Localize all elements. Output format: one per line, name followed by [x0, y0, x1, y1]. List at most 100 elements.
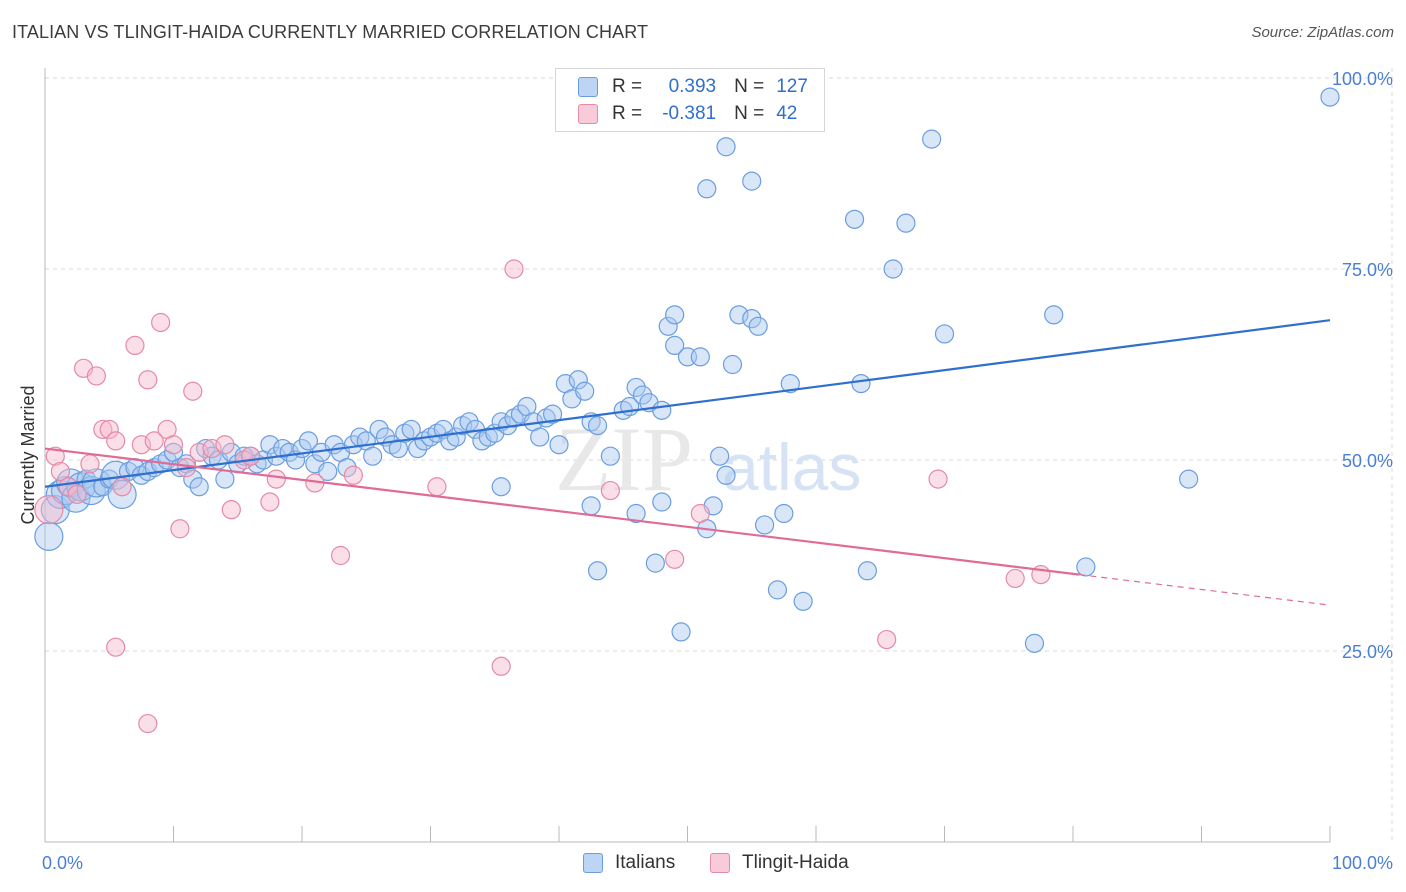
chart-title: ITALIAN VS TLINGIT-HAIDA CURRENTLY MARRI…	[12, 22, 649, 42]
tlingit-point	[106, 637, 126, 657]
tlingit-point	[131, 435, 151, 455]
tlingit-point	[138, 713, 158, 734]
italians-point	[260, 435, 280, 455]
italians-point	[363, 446, 383, 466]
italians-point	[1179, 469, 1199, 489]
axis-layer	[44, 68, 1331, 843]
italians-point	[697, 179, 717, 199]
r-label: R =	[612, 103, 643, 124]
tlingit-point	[491, 656, 511, 676]
italians-point	[857, 561, 878, 581]
italians-point	[575, 381, 595, 401]
italians-point	[748, 316, 768, 336]
italians-point	[581, 496, 601, 516]
tlingit-point	[138, 370, 158, 390]
italians-point	[542, 404, 563, 424]
y-tick-label: 100.0%	[1332, 69, 1393, 89]
tlingit-point	[202, 438, 222, 459]
series-legend: Italians Tlingit-Haida	[0, 852, 1406, 878]
legend-item-tlingit: Tlingit-Haida	[710, 852, 849, 874]
italians-point	[742, 171, 762, 191]
trend-layer	[44, 319, 1331, 606]
italians-point	[279, 442, 299, 462]
tlingit-point	[266, 469, 286, 489]
italians-point	[183, 469, 203, 489]
tlingit-point	[928, 469, 948, 489]
y-tick-label: 75.0%	[1342, 260, 1393, 280]
italians-point	[883, 259, 903, 279]
italians-point	[716, 465, 736, 485]
italians-point	[665, 335, 685, 355]
italians-point	[549, 435, 569, 455]
italians-point	[1044, 305, 1064, 325]
source-label: Source: ZipAtlas.com	[1251, 24, 1394, 41]
italians-legend-label: Italians	[615, 852, 676, 873]
tlingit-point	[600, 480, 621, 501]
tlingit-point	[343, 465, 363, 485]
italians-point	[76, 469, 96, 489]
tlingit-point	[170, 519, 190, 539]
italians-point	[716, 137, 736, 157]
tlingit-point	[151, 312, 171, 333]
italians-point	[587, 561, 608, 581]
points-layer	[34, 87, 1340, 734]
italians-point	[76, 475, 106, 506]
grid-layer	[45, 68, 1393, 842]
italians-point	[1320, 87, 1340, 107]
y-tick-label: 25.0%	[1342, 642, 1393, 662]
italians-point	[369, 419, 389, 440]
n-value: 42	[776, 103, 798, 124]
legend-row-tlingit: R = -0.381 N = 42	[578, 101, 797, 127]
italians-point	[729, 305, 749, 325]
x-tick-label: 100.0%	[1332, 853, 1393, 873]
italians-point	[626, 503, 646, 524]
italians-point	[793, 591, 813, 611]
italians-point	[780, 374, 800, 394]
italians-point	[1076, 557, 1096, 577]
italians-point	[754, 515, 775, 535]
n-value: 127	[776, 76, 808, 97]
italians-point	[491, 477, 511, 497]
italians-point	[215, 469, 235, 489]
italians-point	[298, 431, 319, 451]
italians-point	[568, 370, 588, 390]
italians-swatch	[578, 77, 598, 97]
tlingit-point	[877, 629, 897, 650]
italians-point	[318, 461, 338, 482]
italians-point	[742, 309, 762, 329]
italians-point	[665, 305, 685, 325]
tlingit-point	[260, 492, 280, 512]
tlingit-point	[34, 495, 64, 525]
y-tick-label: 50.0%	[1342, 451, 1393, 471]
tlingit-point	[427, 477, 447, 497]
n-label: N =	[734, 103, 765, 124]
italians-point	[774, 503, 794, 524]
tlingit-point	[106, 431, 126, 451]
tlingit-trend-line-dashed	[1079, 574, 1331, 606]
italians-point	[671, 622, 691, 642]
italians-point	[922, 129, 942, 149]
tlingit-legend-label: Tlingit-Haida	[742, 852, 849, 873]
tlingit-point	[50, 461, 71, 482]
italians-point	[337, 458, 357, 478]
italians-point	[934, 324, 955, 344]
watermark-zip: ZIP	[555, 408, 693, 510]
r-value: -0.381	[662, 103, 717, 124]
italians-point	[93, 477, 113, 497]
italians-point	[626, 377, 646, 398]
tlingit-point	[189, 442, 209, 462]
italians-point	[1024, 633, 1045, 653]
italians-point	[645, 553, 665, 573]
tlingit-point	[45, 446, 65, 466]
x-tick-label: 0.0%	[42, 853, 83, 873]
tlingit-point	[144, 431, 164, 451]
italians-point	[652, 492, 672, 512]
tlingit-point	[93, 419, 113, 440]
tlingit-legend-swatch	[710, 853, 730, 873]
italians-trend-line	[44, 319, 1331, 488]
italians-point	[710, 446, 730, 466]
label-layer: 25.0% 50.0% 75.0% 100.0% 0.0% 100.0% Currently…	[18, 69, 1393, 873]
tlingit-point	[241, 446, 261, 466]
tlingit-trend-line	[44, 447, 1080, 576]
